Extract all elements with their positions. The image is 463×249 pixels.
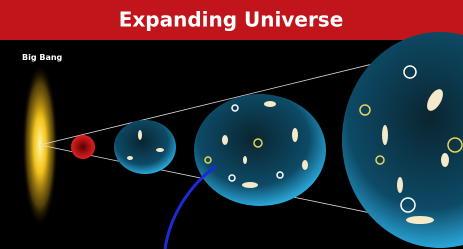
- early-universe: [71, 135, 95, 159]
- big-bang-label: Big Bang: [22, 53, 63, 62]
- illustration: Expanding Universe Big Bang: [0, 0, 463, 249]
- universe-stage: [114, 120, 176, 174]
- title: Expanding Universe: [119, 8, 344, 32]
- page: Expanding Universe Big Bang (() => { con…: [0, 0, 463, 249]
- universe-stage: [194, 94, 326, 206]
